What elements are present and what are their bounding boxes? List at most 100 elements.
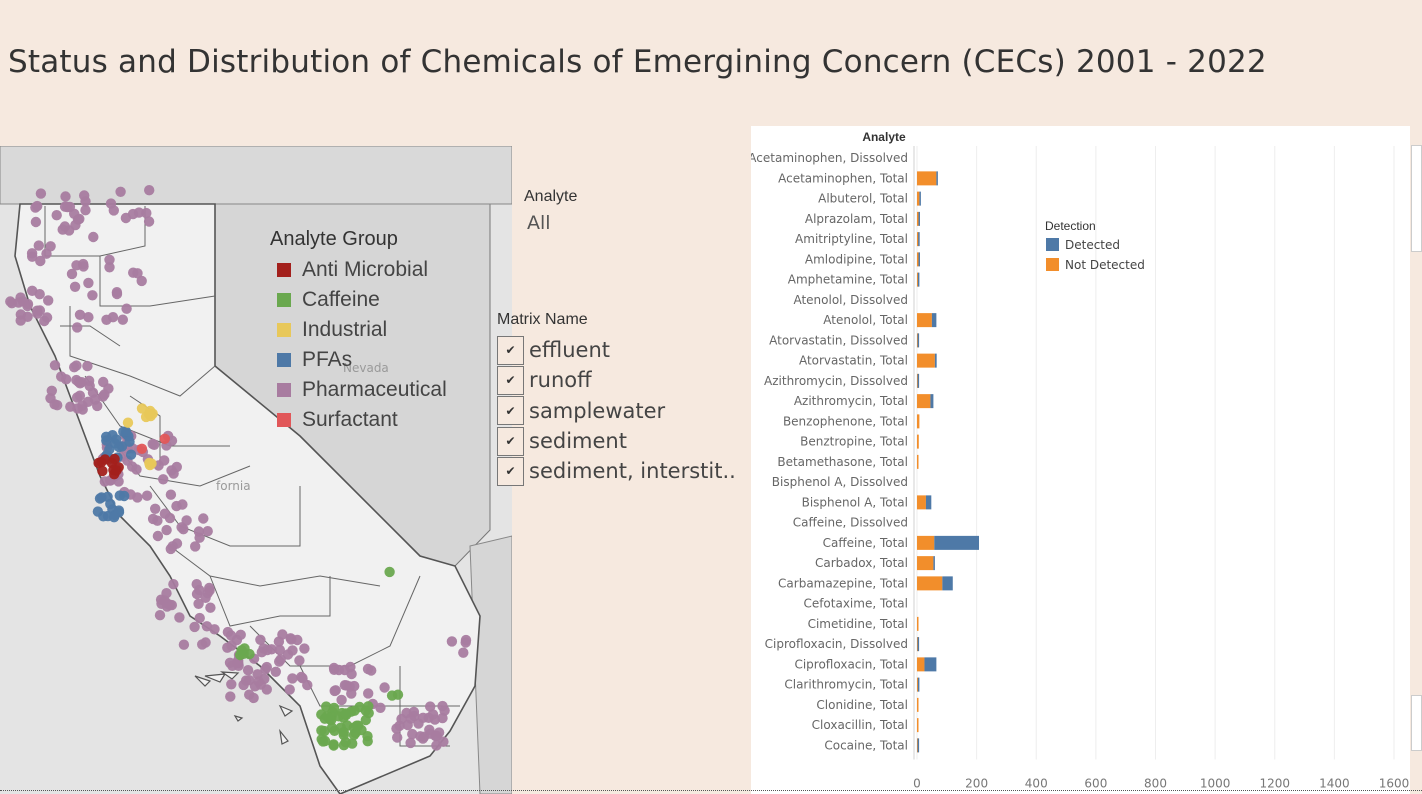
map-site-dot[interactable]	[108, 512, 120, 523]
bar-segment[interactable]	[917, 677, 920, 692]
bar-segment[interactable]	[931, 313, 937, 328]
map-site-dot[interactable]	[107, 312, 119, 323]
map-site-dot[interactable]	[177, 499, 188, 510]
map-site-dot[interactable]	[338, 727, 349, 738]
map-site-dot[interactable]	[193, 526, 205, 537]
map-site-dot[interactable]	[83, 277, 94, 289]
map-site-dot[interactable]	[226, 640, 237, 651]
map-site-dot[interactable]	[392, 732, 403, 743]
checkbox-checked-icon[interactable]: ✔	[497, 335, 524, 365]
map-site-dot[interactable]	[41, 248, 52, 259]
matrix-option-sediment[interactable]: ✔ sediment	[497, 426, 736, 456]
map-site-dot[interactable]	[57, 224, 68, 235]
map-site-dot[interactable]	[458, 647, 469, 658]
legend-item-caffeine[interactable]: Caffeine	[270, 285, 447, 315]
map-site-dot[interactable]	[282, 649, 294, 660]
map-site-dot[interactable]	[136, 443, 148, 454]
bar-segment[interactable]	[918, 232, 920, 247]
map-site-dot[interactable]	[297, 673, 308, 684]
map-site-dot[interactable]	[340, 708, 352, 719]
map-site-dot[interactable]	[5, 296, 16, 307]
bar-segment[interactable]	[917, 535, 935, 550]
bar-segment[interactable]	[917, 616, 919, 631]
map-site-dot[interactable]	[347, 738, 358, 749]
map-site-dot[interactable]	[124, 436, 135, 447]
map-site-dot[interactable]	[202, 526, 213, 537]
map-site-dot[interactable]	[242, 665, 254, 676]
bar-segment[interactable]	[917, 272, 919, 287]
map-dots-layer[interactable]	[5, 185, 472, 751]
map-site-dot[interactable]	[125, 449, 137, 460]
bar-segment[interactable]	[917, 677, 919, 692]
bar-segment[interactable]	[917, 495, 926, 510]
map-site-dot[interactable]	[74, 309, 86, 320]
map-site-dot[interactable]	[74, 378, 86, 389]
map-site-dot[interactable]	[417, 733, 429, 744]
map-site-dot[interactable]	[128, 267, 139, 278]
map-site-dot[interactable]	[159, 508, 171, 519]
map-site-dot[interactable]	[87, 290, 98, 301]
map-site-dot[interactable]	[292, 634, 303, 646]
map-site-dot[interactable]	[74, 390, 86, 401]
map-site-dot[interactable]	[149, 439, 160, 450]
map-site-dot[interactable]	[198, 513, 209, 524]
bar-segment[interactable]	[917, 313, 932, 328]
chart-scrollbar[interactable]	[1410, 126, 1422, 794]
map-site-dot[interactable]	[384, 566, 395, 578]
bar-segment[interactable]	[918, 211, 920, 226]
map-site-dot[interactable]	[439, 705, 450, 716]
map-site-dot[interactable]	[136, 403, 148, 414]
map-site-dot[interactable]	[425, 701, 436, 712]
map-site-dot[interactable]	[32, 200, 43, 212]
map-site-dot[interactable]	[150, 503, 161, 514]
map-site-dot[interactable]	[168, 468, 179, 479]
map-site-dot[interactable]	[62, 201, 73, 213]
chart-scrollbar-lower[interactable]	[1411, 695, 1422, 751]
bar-segment[interactable]	[930, 394, 934, 409]
map-site-dot[interactable]	[360, 714, 371, 726]
map-site-dot[interactable]	[74, 213, 85, 225]
map-site-dot[interactable]	[339, 680, 351, 691]
analyte-bar-chart[interactable]: Analyte Acetaminophen, Dissolved Acetamino…	[751, 126, 1410, 794]
map-site-dot[interactable]	[181, 515, 192, 526]
map-site-dot[interactable]	[431, 730, 442, 742]
map-site-dot[interactable]	[143, 216, 155, 227]
map-site-dot[interactable]	[105, 498, 116, 510]
map-site-dot[interactable]	[111, 288, 123, 300]
map-site-dot[interactable]	[78, 258, 89, 270]
map-site-dot[interactable]	[225, 691, 236, 702]
map-site-dot[interactable]	[13, 297, 24, 308]
map-site-dot[interactable]	[136, 275, 147, 287]
map-site-dot[interactable]	[104, 262, 115, 273]
legend-swatch[interactable]	[1046, 238, 1059, 251]
map-site-dot[interactable]	[159, 455, 170, 466]
bar-segment[interactable]	[917, 272, 920, 287]
map-site-dot[interactable]	[98, 511, 109, 522]
map-site-dot[interactable]	[328, 740, 339, 751]
map-site-dot[interactable]	[226, 679, 237, 690]
map-site-dot[interactable]	[120, 212, 132, 224]
map-site-dot[interactable]	[244, 675, 255, 686]
bar-segment[interactable]	[917, 191, 920, 206]
map-site-dot[interactable]	[33, 240, 44, 251]
map-site-dot[interactable]	[159, 433, 170, 444]
map-site-dot[interactable]	[316, 725, 327, 736]
bar-segment[interactable]	[936, 171, 938, 186]
map-site-dot[interactable]	[35, 188, 47, 199]
map-site-dot[interactable]	[386, 690, 398, 701]
map-site-dot[interactable]	[408, 706, 420, 718]
map-site-dot[interactable]	[319, 735, 331, 747]
map-site-dot[interactable]	[191, 579, 202, 590]
map-site-dot[interactable]	[82, 360, 93, 372]
map-site-dot[interactable]	[178, 639, 190, 650]
map-site-dot[interactable]	[94, 493, 106, 504]
map-site-dot[interactable]	[115, 186, 126, 197]
map-site-dot[interactable]	[103, 383, 114, 394]
map-site-dot[interactable]	[144, 459, 156, 471]
map-site-dot[interactable]	[190, 541, 201, 552]
map-site-dot[interactable]	[83, 312, 94, 323]
legend-item-industrial[interactable]: Industrial	[270, 315, 447, 345]
checkbox-checked-icon[interactable]: ✔	[497, 365, 524, 395]
bar-segment[interactable]	[919, 191, 921, 206]
map-site-dot[interactable]	[111, 465, 122, 476]
